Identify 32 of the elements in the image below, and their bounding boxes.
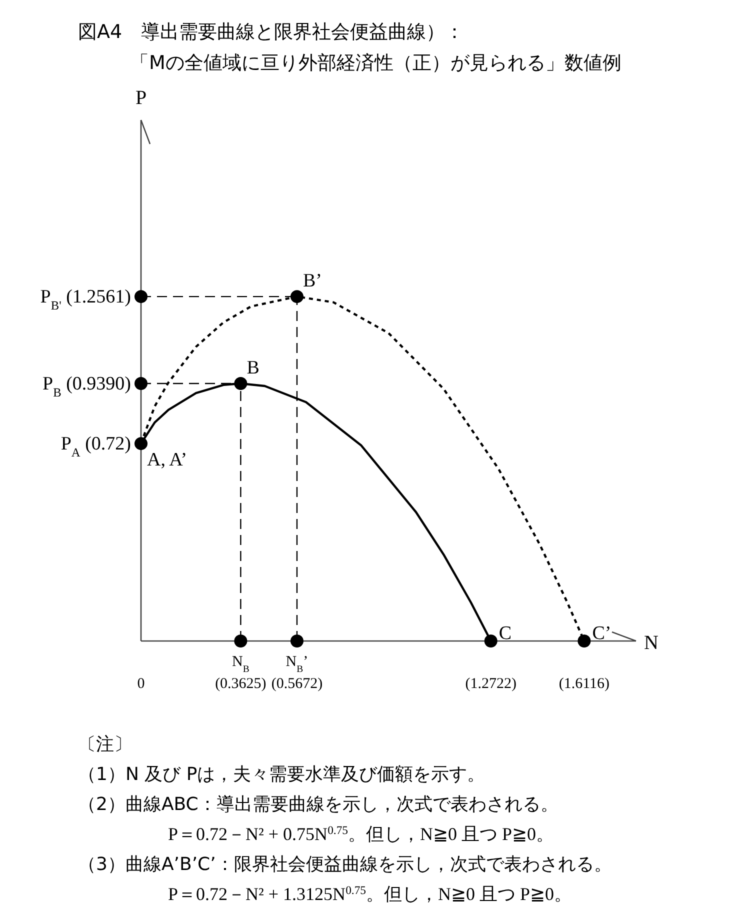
- point: [134, 377, 148, 390]
- point: [578, 634, 591, 648]
- annotation: C’: [592, 623, 612, 644]
- point: [134, 290, 148, 304]
- annotation: B’: [302, 270, 322, 292]
- y-tick-label: P$_{A}$ (0.72): [60, 434, 131, 460]
- text: P＝0.72－N² + 0.75N$^{0.75}$。但し，N≧0 且つ P≧0。: [168, 824, 554, 844]
- x-tick-label: (1.6116): [558, 676, 610, 692]
- x-tick-label: N$_{B}$ (0.3625): [215, 654, 266, 692]
- point: [234, 377, 248, 390]
- annotation: C: [498, 623, 512, 644]
- annotation: A, A’: [147, 450, 188, 471]
- text: 〔注〕: [78, 734, 132, 755]
- x-tick-label: (1.2722): [465, 676, 516, 692]
- text: （3）曲線A’B’C’：限界社会便益曲線を示し，次式で表わされる。: [78, 854, 612, 875]
- x-tick-label: N$_{B}$’ (0.5672): [271, 654, 323, 692]
- text: P＝0.72－N² + 1.3125N$^{0.75}$。但し，N≧0 且つ P≧0。: [168, 884, 572, 904]
- y-tick-label: P$_{B'}$ (1.2561): [40, 286, 131, 313]
- x-tick-label: 0: [137, 676, 145, 692]
- chart-subtitle: 「Mの全値域に亘り外部経済性（正）が見られる」数値例: [130, 52, 622, 74]
- x-axis-title: N: [644, 632, 658, 654]
- annotation: B: [246, 358, 260, 379]
- point: [290, 634, 304, 648]
- text: （2）曲線ABC：導出需要曲線を示し，次式で表わされる。: [78, 794, 558, 815]
- y-axis-title: P: [135, 87, 147, 109]
- chart-title: 図A4 導出需要曲線と限界社会便益曲線）：: [78, 21, 464, 43]
- point: [134, 437, 148, 450]
- y-tick-label: P$_{B}$ (0.9390): [42, 374, 131, 400]
- point: [234, 634, 248, 648]
- text: （1）N 及び Pは，夫々需要水準及び価額を示す。: [78, 764, 486, 785]
- point: [290, 290, 304, 304]
- point: [484, 634, 498, 648]
